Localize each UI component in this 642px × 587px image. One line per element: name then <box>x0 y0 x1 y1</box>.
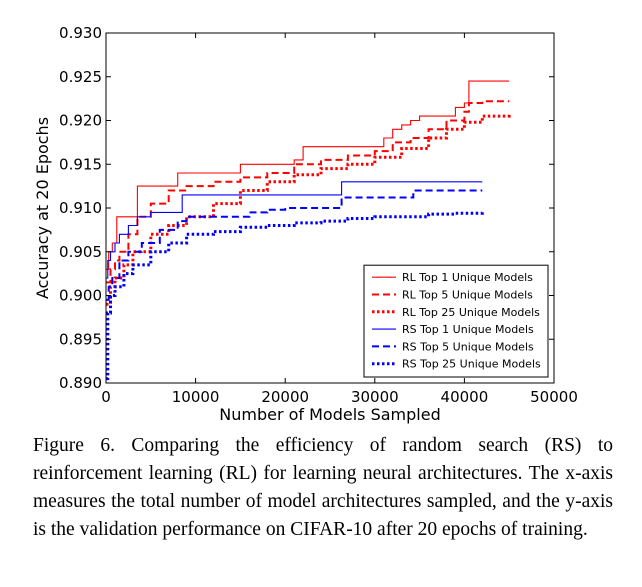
series-line-5 <box>106 189 483 301</box>
y-tick-label: 0.910 <box>59 199 102 217</box>
series-line-4 <box>106 181 483 279</box>
legend-label: RL Top 1 Unique Models <box>402 271 533 284</box>
x-ticks: 0 10000 20000 30000 40000 50000 <box>101 33 578 406</box>
y-tick-label: 0.895 <box>59 330 102 348</box>
y-tick-label: 0.925 <box>59 68 102 86</box>
legend-label: RL Top 5 Unique Models <box>402 289 533 302</box>
y-tick-label: 0.900 <box>59 287 102 305</box>
y-tick-label: 0.890 <box>59 374 102 392</box>
x-tick-label: 40000 <box>441 388 489 406</box>
series-line-1 <box>106 80 510 270</box>
x-tick-label: 30000 <box>351 388 399 406</box>
y-ticks: 0.890 0.895 0.900 0.905 0.910 0.915 0.920 0.925… <box>59 24 554 392</box>
chart-canvas: 0 10000 20000 30000 40000 50000 0.890 0.895 0.9… <box>33 24 578 424</box>
series-line-6 <box>106 211 484 381</box>
y-tick-label: 0.915 <box>59 155 102 173</box>
legend-label: RS Top 5 Unique Models <box>402 340 534 353</box>
x-tick-label: 0 <box>101 388 111 406</box>
y-tick-label: 0.930 <box>59 24 102 42</box>
x-tick-label: 10000 <box>172 388 220 406</box>
x-tick-label: 20000 <box>261 388 309 406</box>
legend-label: RL Top 25 Unique Models <box>402 306 540 319</box>
legend-box <box>363 264 549 378</box>
series-line-2 <box>106 100 510 284</box>
x-tick-label: 50000 <box>530 388 578 406</box>
y-axis-label: Accuracy at 20 Epochs <box>33 117 52 299</box>
legend-label: RS Top 25 Unique Models <box>402 358 541 371</box>
x-axis-label: Number of Models Sampled <box>219 405 440 424</box>
legend: RL Top 1 Unique Models RL Top 5 Unique Mo… <box>363 264 549 378</box>
figure-caption: Figure 6. Comparing the efficiency of ra… <box>33 435 613 540</box>
y-tick-label: 0.920 <box>59 112 102 130</box>
legend-label: RS Top 1 Unique Models <box>402 323 534 336</box>
series-layer <box>106 80 511 381</box>
y-tick-label: 0.905 <box>59 243 102 261</box>
